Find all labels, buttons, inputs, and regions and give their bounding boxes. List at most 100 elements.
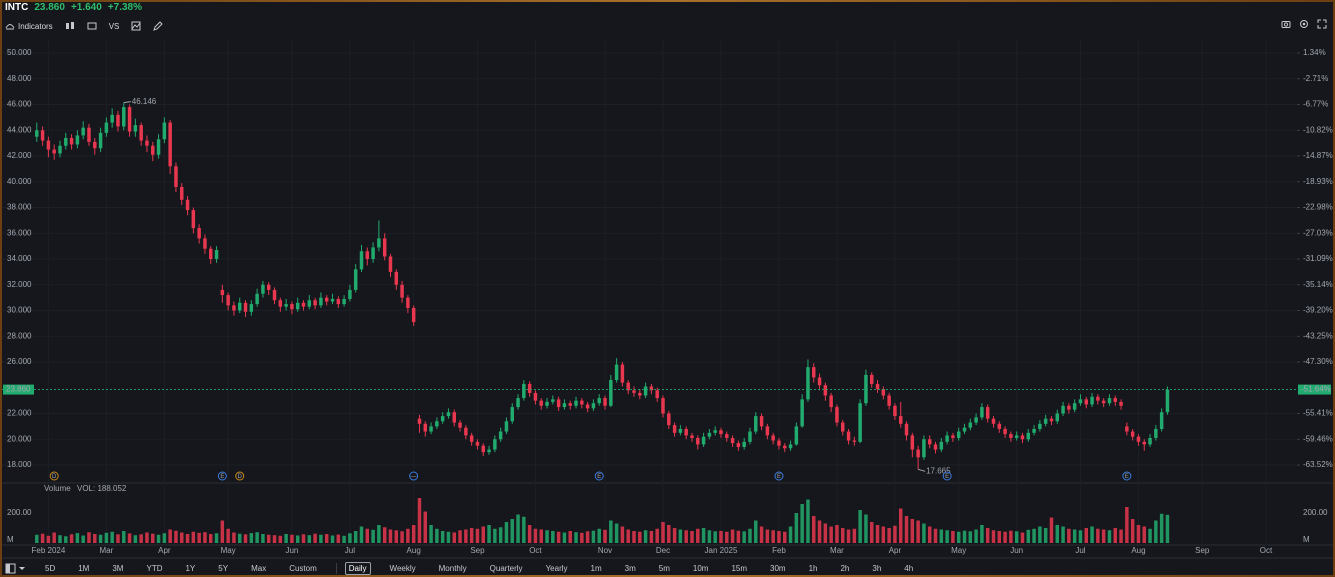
fullscreen-button[interactable]	[1317, 19, 1327, 29]
candle-body	[904, 423, 909, 436]
interval-button[interactable]: 15m	[731, 563, 748, 573]
range-button[interactable]: 5D	[45, 563, 56, 573]
volume-bar	[498, 527, 503, 543]
volume-bar	[110, 531, 114, 543]
panel-toggle[interactable]	[5, 563, 27, 574]
range-button[interactable]: 1M	[78, 563, 90, 573]
candle-body	[527, 383, 532, 393]
layout-button[interactable]	[87, 21, 97, 31]
volume-bar	[1113, 528, 1117, 543]
candle-body	[736, 443, 741, 447]
candle-body	[180, 186, 184, 200]
x-tick-label: Feb 2024	[31, 546, 65, 555]
indicators-label: Indicators	[18, 21, 53, 31]
interval-button[interactable]: 1m	[590, 563, 602, 573]
volume-bar	[980, 525, 984, 543]
interval-button[interactable]: 3h	[872, 563, 882, 573]
candle-body	[255, 293, 259, 305]
candle-body	[365, 251, 370, 260]
last-pct-label: -51.64%	[1301, 385, 1331, 394]
candle-body	[382, 238, 387, 257]
last-pct-badge	[1298, 384, 1331, 395]
interval-button[interactable]: 4h	[904, 563, 914, 573]
templates-button[interactable]	[131, 21, 141, 31]
y-tick-label: 42.000	[7, 151, 32, 160]
candle-body	[249, 304, 254, 312]
candle-body	[1072, 403, 1077, 410]
candle-body	[945, 435, 949, 442]
candle-body	[881, 389, 886, 396]
draw-button[interactable]	[153, 21, 164, 31]
y-tick-label: 32.000	[7, 280, 32, 289]
candle-body	[232, 305, 236, 311]
volume-bar	[568, 531, 572, 543]
interval-button[interactable]: 30m	[770, 563, 786, 573]
volume-bar	[962, 530, 967, 543]
candle-body	[841, 422, 845, 432]
candle-body	[643, 386, 648, 396]
interval-button[interactable]: Monthly	[438, 563, 467, 573]
interval-button[interactable]: 3m	[624, 563, 636, 573]
volume-bar	[603, 529, 607, 543]
range-button[interactable]: 3M	[112, 563, 124, 573]
candle-body	[730, 437, 735, 444]
chart-type-button[interactable]	[65, 21, 75, 31]
y2-tick-label: -63.52%	[1303, 460, 1333, 469]
candle-body	[313, 300, 317, 306]
interval-button[interactable]: 1h	[808, 563, 818, 573]
range-button[interactable]: 1Y	[185, 563, 196, 573]
toolbar-right	[1281, 19, 1327, 29]
candle-body	[1061, 405, 1065, 414]
volume-bar	[1038, 526, 1042, 543]
range-button[interactable]: 5Y	[218, 563, 229, 573]
settings-button[interactable]	[1299, 19, 1309, 29]
candle-body	[98, 132, 103, 149]
volume-bar	[533, 528, 538, 543]
compare-button[interactable]: VS	[109, 22, 120, 31]
interval-button[interactable]: Quarterly	[489, 563, 523, 573]
interval-button[interactable]: Yearly	[545, 563, 568, 573]
candle-body	[869, 374, 874, 384]
candle-body	[852, 440, 857, 442]
interval-button[interactable]: 2h	[840, 563, 850, 573]
range-button[interactable]: YTD	[146, 563, 163, 573]
range-button[interactable]: Max	[251, 563, 267, 573]
volume-bar	[655, 528, 659, 543]
interval-button[interactable]: 10m	[692, 563, 709, 573]
candle-body	[620, 364, 625, 383]
volume-bar	[156, 534, 161, 543]
interval-button[interactable]: 5m	[658, 563, 670, 573]
x-tick-label: Sep	[1195, 546, 1210, 555]
volume-bar	[180, 532, 184, 543]
y-tick-label: 40.000	[7, 177, 32, 186]
candle-body	[510, 407, 514, 422]
toolbar: Indicators VS	[5, 19, 175, 33]
snapshot-button[interactable]	[1281, 19, 1291, 29]
range-button[interactable]: Custom	[289, 563, 317, 573]
volume-bar	[493, 528, 497, 543]
volume-bar	[638, 531, 642, 543]
candle-body	[556, 399, 561, 408]
candle-body	[765, 426, 770, 436]
volume-bar	[324, 534, 329, 543]
candle-body	[922, 439, 926, 458]
volume-bar	[93, 534, 97, 543]
indicators-button[interactable]: Indicators	[5, 21, 53, 31]
annotation-leader	[123, 101, 131, 104]
interval-button[interactable]: Daily	[344, 561, 371, 575]
volume-title: Volume	[44, 484, 71, 493]
pen-icon	[153, 21, 164, 31]
candle-body	[1009, 434, 1013, 438]
candle-body	[1049, 418, 1054, 422]
candle-body	[58, 145, 62, 154]
volume-bar	[151, 533, 155, 543]
volume-bar	[684, 530, 688, 543]
y-tick-label: 50.000	[7, 48, 32, 57]
volume-bar	[516, 514, 520, 543]
y2-tick-label: -35.14%	[1303, 280, 1333, 289]
candle-body	[614, 364, 619, 381]
min-label: 17.665	[926, 466, 951, 475]
candle-body	[411, 307, 416, 323]
x-tick-label: Mar	[830, 546, 844, 555]
interval-button[interactable]: Weekly	[389, 563, 416, 573]
